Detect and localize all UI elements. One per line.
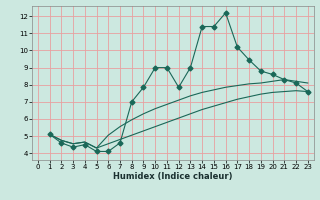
X-axis label: Humidex (Indice chaleur): Humidex (Indice chaleur) — [113, 172, 233, 181]
